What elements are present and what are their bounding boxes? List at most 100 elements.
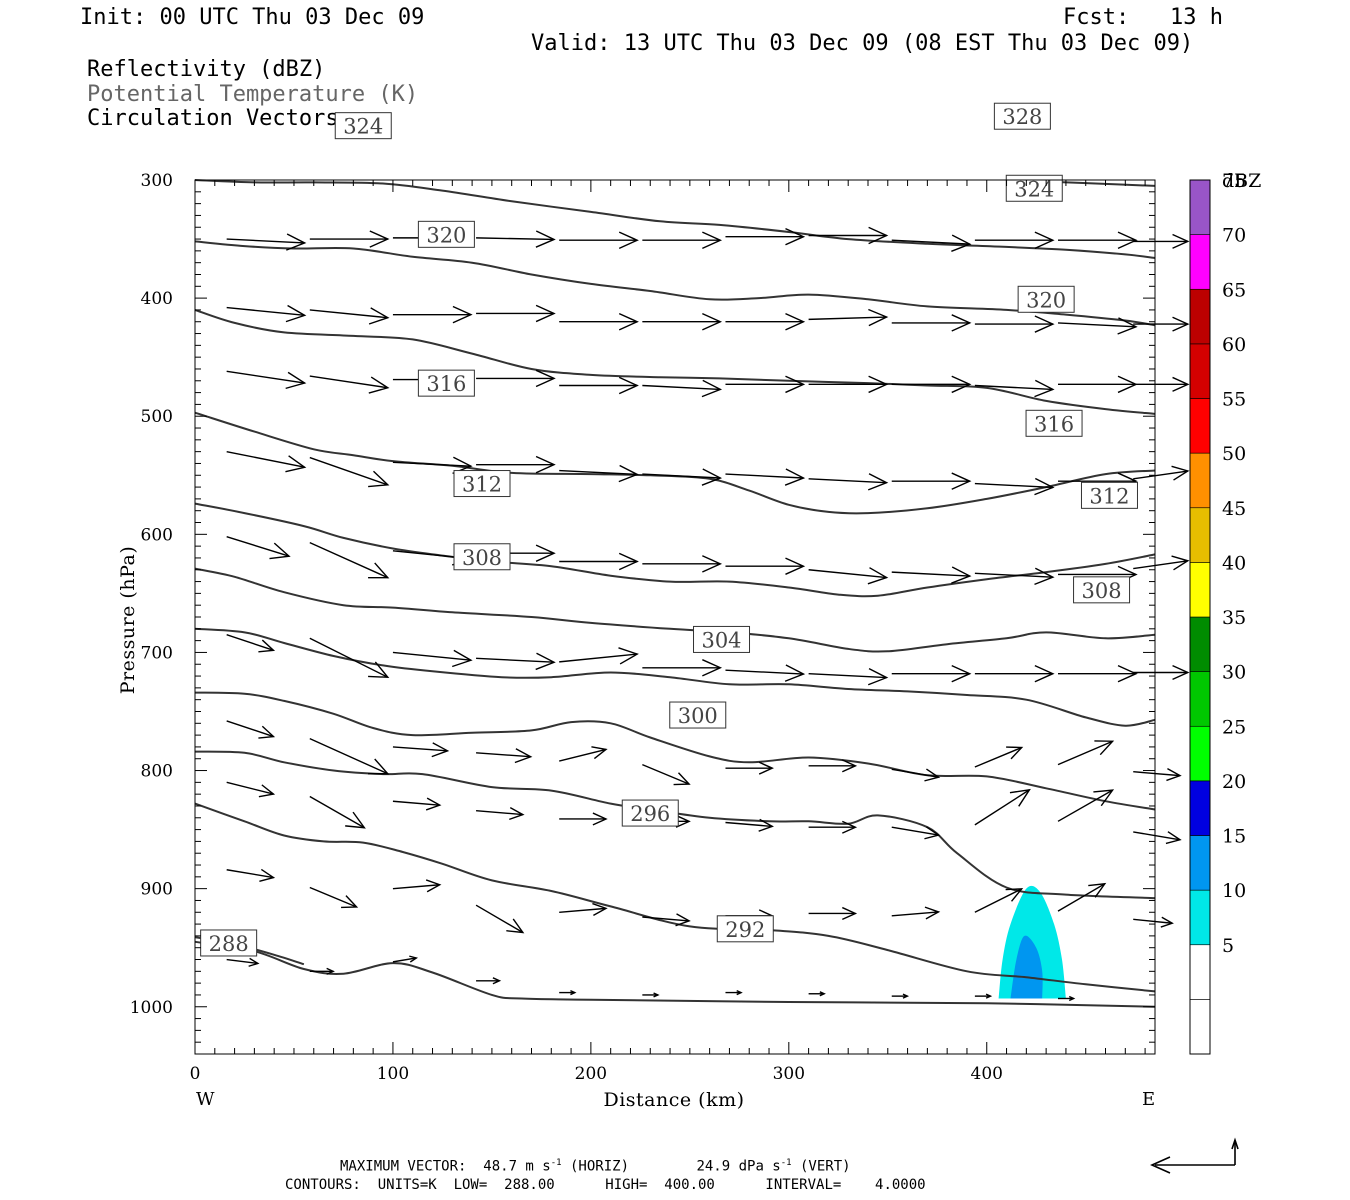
circulation-vector xyxy=(1057,317,1138,335)
circulation-vector xyxy=(392,955,419,963)
vector-head xyxy=(341,895,359,909)
vector-shaft xyxy=(725,669,804,675)
vector-head xyxy=(535,304,556,323)
x-tick-label: 300 xyxy=(773,1064,805,1084)
circulation-vector xyxy=(559,989,577,996)
vector-shaft xyxy=(392,884,440,890)
colorbar-swatch xyxy=(1189,999,1211,1055)
colorbar-label: 10 xyxy=(1222,880,1246,902)
vector-head xyxy=(1172,376,1190,392)
vector-head xyxy=(1068,995,1076,1002)
theta-contour-line xyxy=(194,750,1156,900)
y-tick-label: 800 xyxy=(141,762,173,782)
circulation-vector xyxy=(309,795,366,829)
vector-head xyxy=(1034,231,1055,249)
contour-label-box xyxy=(993,102,1051,130)
vector-head xyxy=(535,652,556,671)
contour-labels: 288 292 296 300 304 308 308 312 312 316 316 320 320 3… xyxy=(200,102,1138,957)
circulation-vector xyxy=(725,818,774,832)
contour-label-box xyxy=(334,112,392,140)
vector-head xyxy=(673,772,691,786)
colorbar-label: 25 xyxy=(1222,716,1246,738)
vector-head xyxy=(1117,317,1138,335)
circulation-vector xyxy=(559,552,639,571)
theta-contour-line xyxy=(194,627,1156,727)
circulation-vector xyxy=(974,888,1024,913)
contour-label: 324 xyxy=(343,115,383,139)
circulation-vector xyxy=(309,456,390,488)
vector-head xyxy=(1172,233,1190,249)
contour-label: 316 xyxy=(1034,412,1074,436)
colorbar-label: 45 xyxy=(1222,498,1246,520)
vector-head xyxy=(618,376,639,395)
circulation-vector xyxy=(808,667,889,686)
theta-contour-line xyxy=(194,308,1156,415)
circulation-vector xyxy=(808,375,889,394)
circulation-vector xyxy=(725,375,806,394)
vector-head xyxy=(867,667,889,686)
vector-shaft xyxy=(1133,470,1188,480)
vector-head xyxy=(784,664,806,682)
field-circulation-vectors: Circulation Vectors xyxy=(87,106,339,131)
y-tick-label: 500 xyxy=(141,407,173,427)
vector-head xyxy=(951,664,972,683)
vector-shaft xyxy=(1133,771,1181,777)
vector-head xyxy=(368,307,390,325)
contour-label: 308 xyxy=(462,546,502,570)
vector-head xyxy=(1094,740,1115,756)
vector-head xyxy=(951,375,972,394)
vector-head xyxy=(591,746,608,760)
field-reflectivity: Reflectivity (dBZ) xyxy=(87,57,326,82)
contour-label: 288 xyxy=(209,932,249,956)
circulation-vector xyxy=(475,904,525,934)
circulation-vector xyxy=(974,477,1055,496)
colorbar-frame xyxy=(1189,179,1211,1055)
contour-label: 312 xyxy=(462,473,502,497)
circulation-vector xyxy=(559,312,639,331)
colorbar-swatch xyxy=(1189,944,1211,1000)
circulation-vector xyxy=(476,652,556,671)
vector-head xyxy=(702,312,723,331)
colorbar-swatch xyxy=(1189,398,1211,454)
vector-head xyxy=(1172,316,1190,332)
vector-shaft xyxy=(1133,831,1181,841)
vector-head xyxy=(675,814,691,828)
circulation-vector xyxy=(476,304,556,323)
vector-head xyxy=(535,544,556,562)
vector-shaft xyxy=(808,478,887,484)
circulation-vector xyxy=(309,307,390,325)
forecast-label: Fcst: xyxy=(1063,5,1130,30)
vector-shaft xyxy=(642,916,690,922)
vector-shaft xyxy=(475,904,524,934)
circulation-vector xyxy=(559,464,639,483)
vector-shaft xyxy=(476,237,555,241)
contour-label-box xyxy=(417,369,475,397)
contour-label-box xyxy=(669,701,727,729)
circulation-vector xyxy=(226,233,307,251)
vector-head xyxy=(514,748,533,764)
circulation-vector xyxy=(476,806,525,821)
vector-shaft xyxy=(226,720,274,738)
colorbar-swatch xyxy=(1189,616,1211,672)
x-tick-label: 400 xyxy=(971,1064,1003,1084)
vector-head xyxy=(286,233,307,251)
y-tick-label: 700 xyxy=(141,643,173,663)
colorbar-swatch xyxy=(1189,234,1211,290)
circulation-vector xyxy=(1133,768,1182,782)
vector-head xyxy=(285,304,307,323)
x-tick-label: 100 xyxy=(377,1064,409,1084)
vector-head xyxy=(368,758,390,775)
vector-head xyxy=(1005,888,1024,902)
circulation-vector xyxy=(891,234,972,252)
circulation-vector xyxy=(974,567,1055,586)
circulation-vector xyxy=(725,227,806,246)
circulation-vector xyxy=(392,649,473,668)
circulation-vector xyxy=(392,742,450,758)
theta-contour-line xyxy=(194,502,1156,598)
vector-shaft xyxy=(392,800,440,806)
vector-head xyxy=(425,797,442,811)
reflectivity-layer xyxy=(998,885,1066,999)
colorbar-title: dBZ xyxy=(1222,170,1261,192)
circulation-vector xyxy=(891,314,972,332)
